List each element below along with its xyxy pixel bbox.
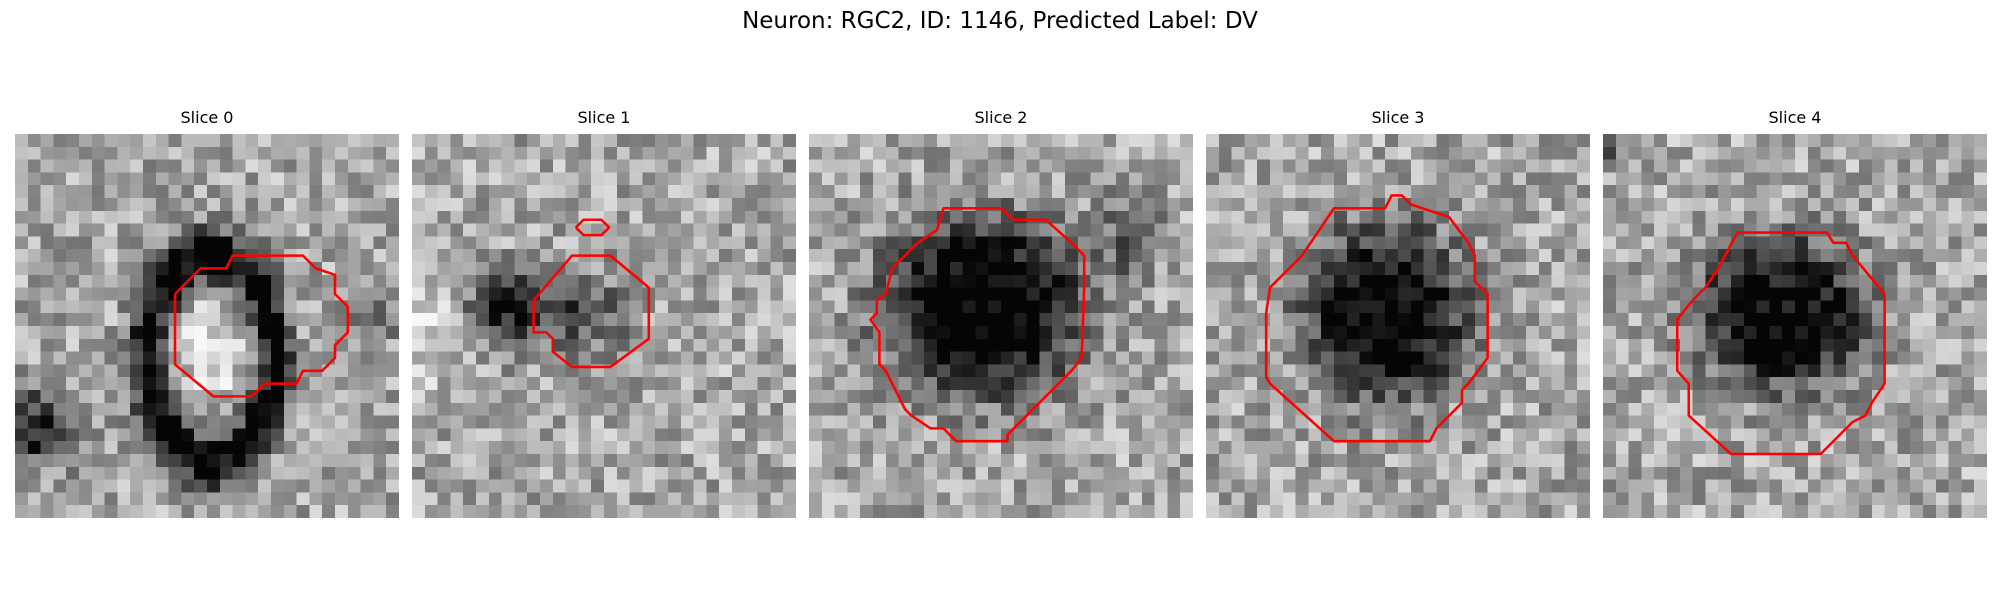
slice-title: Slice 3 (1371, 108, 1425, 127)
contour-outline (1675, 231, 1886, 456)
contour-outline (1264, 194, 1489, 443)
slice-title: Slice 0 (180, 108, 234, 127)
contour-outline (173, 254, 350, 398)
slice-title: Slice 4 (1768, 108, 1822, 127)
contour-outline (532, 254, 651, 369)
slice-pixels (1603, 134, 1987, 518)
figure-title: Neuron: RGC2, ID: 1146, Predicted Label:… (742, 8, 1258, 34)
slice-image (809, 134, 1193, 518)
slice-title: Slice 2 (974, 108, 1028, 127)
slice-image (1206, 134, 1590, 518)
contour-outline (574, 218, 611, 237)
slice-pixels (809, 134, 1193, 518)
slice-title: Slice 1 (577, 108, 631, 127)
contour-outline (869, 206, 1086, 443)
slice-pixels (1206, 134, 1590, 518)
slice-image (1603, 134, 1987, 518)
slice-pixels (412, 134, 796, 518)
slice-image (412, 134, 796, 518)
slice-image (15, 134, 399, 518)
slice-pixels (15, 134, 399, 518)
